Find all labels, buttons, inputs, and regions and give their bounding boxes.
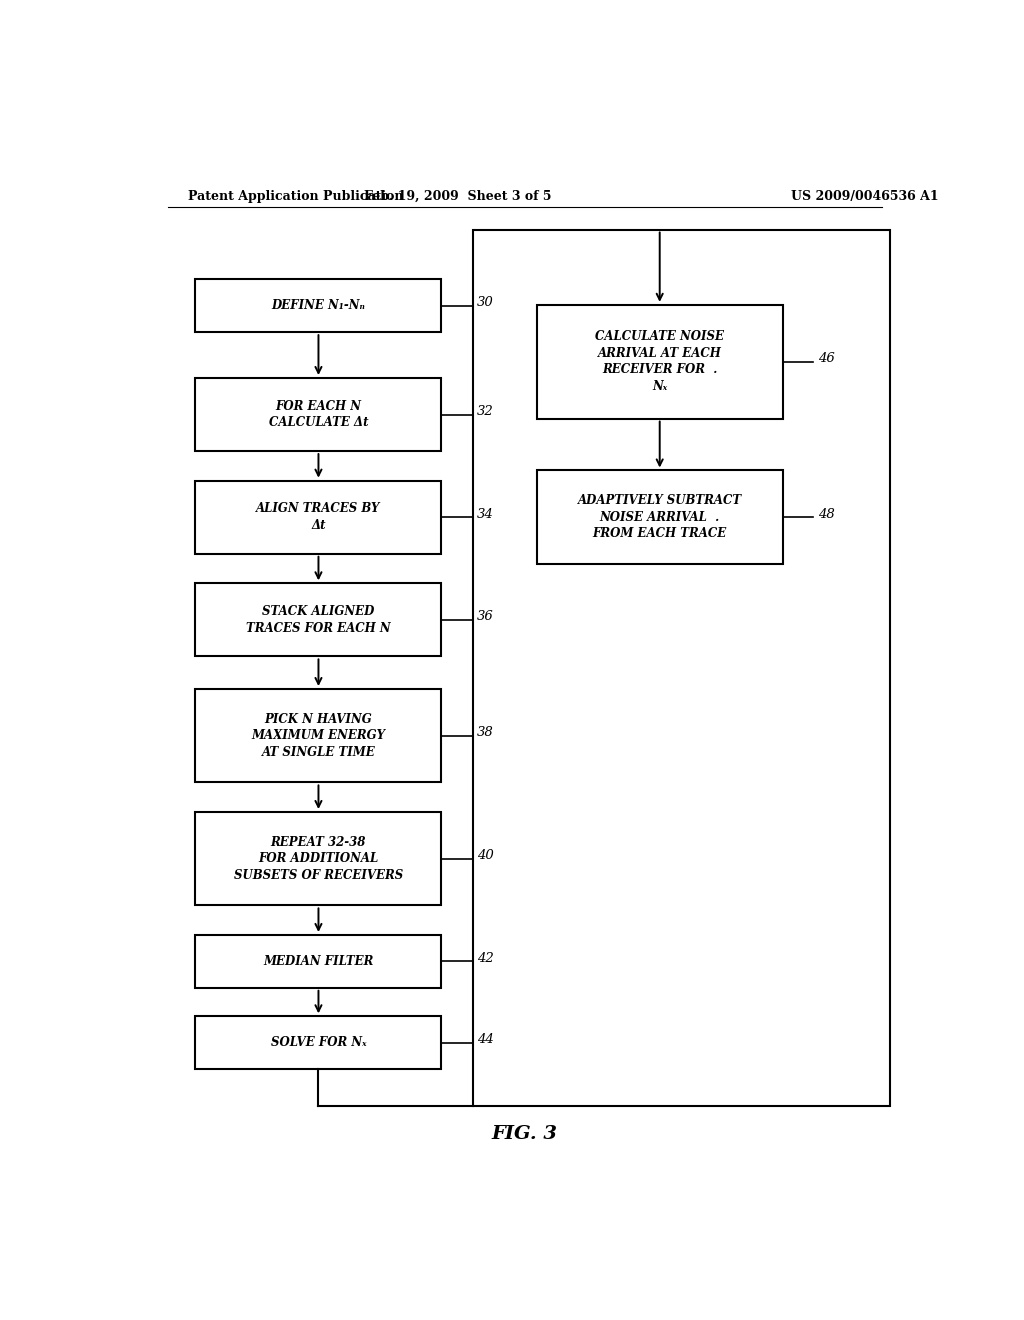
Text: Patent Application Publication: Patent Application Publication bbox=[187, 190, 403, 202]
Bar bbox=[196, 1016, 441, 1069]
Text: MEDIAN FILTER: MEDIAN FILTER bbox=[263, 954, 374, 968]
Bar bbox=[196, 280, 441, 333]
Text: FOR EACH N
CALCULATE Δt: FOR EACH N CALCULATE Δt bbox=[268, 400, 369, 429]
Text: ALIGN TRACES BY
Δt: ALIGN TRACES BY Δt bbox=[256, 503, 381, 532]
Bar bbox=[473, 230, 890, 1106]
Text: US 2009/0046536 A1: US 2009/0046536 A1 bbox=[791, 190, 938, 202]
Text: REPEAT 32-38
FOR ADDITIONAL
SUBSETS OF RECEIVERS: REPEAT 32-38 FOR ADDITIONAL SUBSETS OF R… bbox=[233, 836, 403, 882]
Text: PICK N HAVING
MAXIMUM ENERGY
AT SINGLE TIME: PICK N HAVING MAXIMUM ENERGY AT SINGLE T… bbox=[252, 713, 385, 759]
Text: 42: 42 bbox=[477, 952, 494, 965]
Bar bbox=[196, 480, 441, 554]
Text: CALCULATE NOISE
ARRIVAL AT EACH
RECEIVER FOR  .
Nₓ: CALCULATE NOISE ARRIVAL AT EACH RECEIVER… bbox=[595, 330, 724, 393]
Text: FIG. 3: FIG. 3 bbox=[492, 1125, 558, 1143]
Text: 32: 32 bbox=[477, 405, 494, 418]
Bar bbox=[196, 935, 441, 987]
Text: 44: 44 bbox=[477, 1034, 494, 1047]
Text: 46: 46 bbox=[818, 352, 836, 366]
Text: 30: 30 bbox=[477, 296, 494, 309]
Bar bbox=[196, 812, 441, 906]
Text: Feb. 19, 2009  Sheet 3 of 5: Feb. 19, 2009 Sheet 3 of 5 bbox=[364, 190, 551, 202]
Text: SOLVE FOR Nₓ: SOLVE FOR Nₓ bbox=[270, 1036, 367, 1049]
Text: STACK ALIGNED
TRACES FOR EACH N: STACK ALIGNED TRACES FOR EACH N bbox=[246, 605, 391, 635]
Bar bbox=[196, 378, 441, 451]
Text: 48: 48 bbox=[818, 508, 836, 520]
Bar bbox=[196, 689, 441, 783]
Text: DEFINE N₁-Nₙ: DEFINE N₁-Nₙ bbox=[271, 300, 366, 313]
Text: 38: 38 bbox=[477, 726, 494, 739]
Text: 40: 40 bbox=[477, 849, 494, 862]
Bar bbox=[196, 583, 441, 656]
Bar bbox=[537, 305, 782, 418]
Text: 34: 34 bbox=[477, 508, 494, 520]
Text: ADAPTIVELY SUBTRACT
NOISE ARRIVAL  .
FROM EACH TRACE: ADAPTIVELY SUBTRACT NOISE ARRIVAL . FROM… bbox=[578, 494, 741, 540]
Text: 36: 36 bbox=[477, 610, 494, 623]
Bar bbox=[537, 470, 782, 564]
